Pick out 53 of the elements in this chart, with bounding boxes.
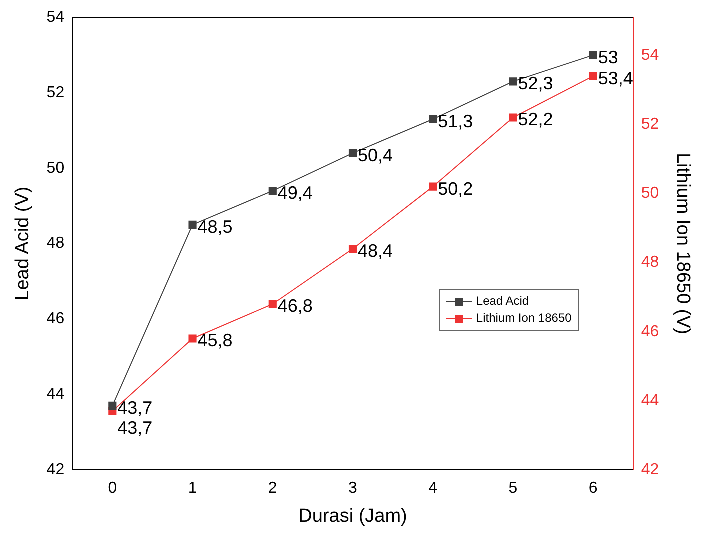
point (348, 149, 358, 158)
y-tick-label: 50 (46, 160, 65, 177)
data-label: 48,4 (358, 240, 394, 261)
legend-label: Lithium Ion 18650 (476, 310, 572, 328)
y2-tick-label: 50 (641, 185, 660, 202)
data-label: 45,8 (198, 330, 233, 351)
point (268, 186, 277, 196)
legend-label: Lead Acid (476, 293, 530, 310)
y2-axis-title: Lithium Ion 18650 (V) (672, 152, 694, 335)
x-tick-label: 3 (348, 480, 358, 498)
point (188, 334, 197, 343)
x-tick-label: 6 (588, 480, 598, 498)
x-tick-label: 1 (188, 480, 198, 498)
data-label: 49,4 (278, 182, 313, 203)
point (509, 114, 518, 122)
x-tick-label: 4 (428, 480, 438, 498)
point (108, 402, 117, 410)
point (589, 51, 598, 60)
data-label: 43,7 (118, 418, 153, 438)
y-axis-title: Lead Acid (V) (12, 186, 34, 301)
point (348, 244, 358, 254)
data-label: 52,2 (518, 110, 554, 130)
data-label: 48,5 (198, 216, 233, 237)
data-label: 52,3 (518, 74, 554, 94)
point (589, 72, 598, 80)
x-tick-label: 0 (108, 480, 118, 498)
point (268, 300, 277, 308)
point (429, 182, 438, 191)
point (509, 78, 518, 86)
y-tick-label: 48 (46, 235, 65, 252)
y-tick-label: 54 (46, 9, 65, 26)
y-tick-label: 42 (46, 461, 65, 478)
y-tick-label: 46 (46, 310, 65, 328)
y2-tick-label: 44 (641, 392, 660, 410)
y2-tick-label: 52 (641, 116, 660, 134)
y2-tick-label: 46 (641, 323, 660, 340)
point (188, 220, 197, 229)
y-tick-label: 52 (46, 84, 65, 102)
x-tick-label: 2 (268, 480, 278, 498)
data-label: 50,4 (358, 145, 394, 166)
x-tick-label: 5 (508, 480, 518, 498)
x-axis-title: Durasi (Jam) (298, 506, 408, 527)
data-label: 46,8 (278, 296, 313, 316)
y2-tick-label: 48 (641, 254, 660, 272)
data-label: 50,2 (438, 178, 474, 199)
data-label: 53,4 (598, 68, 634, 88)
data-label: 53 (598, 47, 618, 68)
y2-tick-label: 42 (641, 461, 660, 478)
data-label: 51,3 (438, 111, 474, 132)
y-tick-label: 44 (46, 386, 65, 404)
y2-tick-label: 54 (641, 46, 660, 64)
data-label: 43,7 (118, 398, 153, 418)
point (429, 115, 438, 124)
